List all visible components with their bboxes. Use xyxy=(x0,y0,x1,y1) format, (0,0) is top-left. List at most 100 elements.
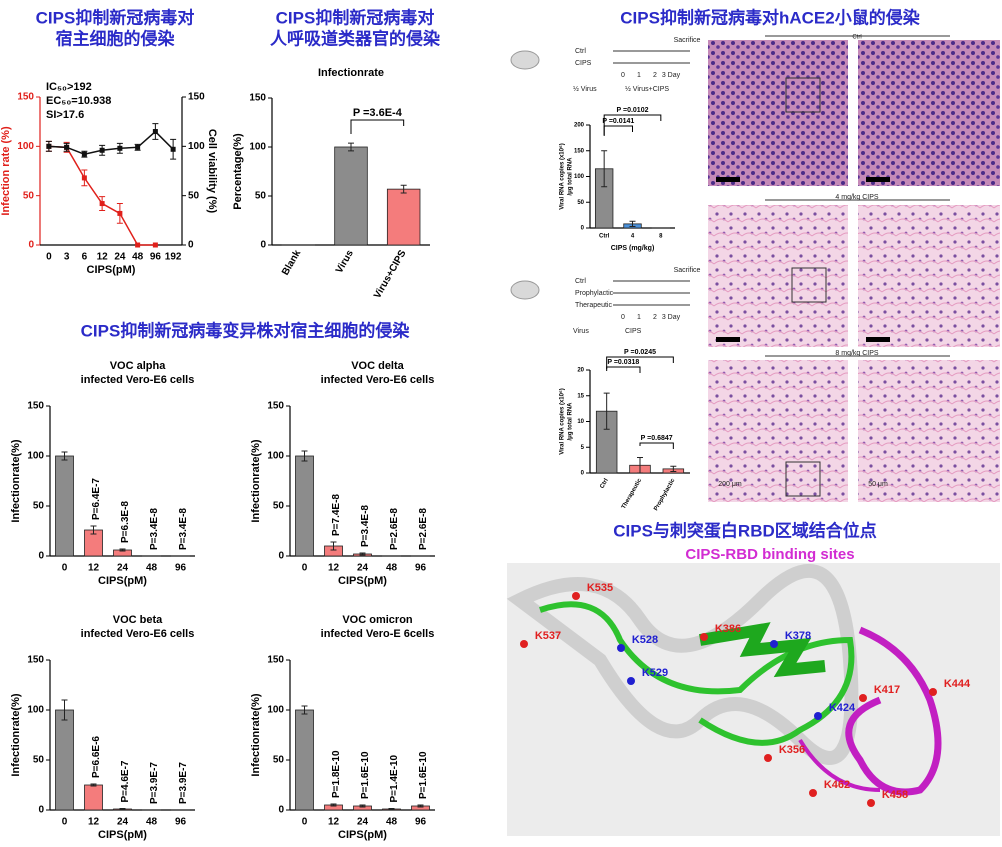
binding-site-label: K462 xyxy=(824,779,850,791)
y-tick-label: 100 xyxy=(17,141,34,152)
bracket xyxy=(603,125,633,136)
bar xyxy=(295,455,314,557)
bracket-label: P =0.0245 xyxy=(624,349,656,356)
annotation: EC₅₀=10.938 xyxy=(46,95,111,107)
binding-site xyxy=(764,754,772,762)
chart-title: Infectionrate xyxy=(318,67,384,79)
y-tick-label: 0 xyxy=(28,240,34,251)
p-value-label: P=6.3E-8 xyxy=(120,501,131,543)
marker xyxy=(152,242,158,248)
binding-site-label: K378 xyxy=(785,630,811,642)
y-axis-label: /μg total RNA xyxy=(568,157,574,196)
panel-title: 宿主细胞的侵染 xyxy=(56,28,175,48)
panel-title: CIPS与刺突蛋白RBD区域结合位点 xyxy=(613,520,877,540)
p-value-label: P=1.8E-10 xyxy=(331,750,342,798)
chart-title: infected Vero-E 6cells xyxy=(321,628,435,640)
timeline-row-label: Ctrl xyxy=(575,278,586,285)
chart-title: VOC beta xyxy=(113,614,163,626)
error-bar xyxy=(388,808,395,810)
binding-site-label: K444 xyxy=(944,678,971,690)
error-bar xyxy=(330,541,337,551)
y-axis-label: /μg total RNA xyxy=(568,402,574,441)
scale-bar-label: 200 μm xyxy=(718,481,742,488)
annotation: SI>17.6 xyxy=(46,109,84,121)
x-tick-label: Virus xyxy=(334,248,356,275)
error-bar xyxy=(637,457,643,474)
y-axis-label: Viral RNA copies (x10⁶) xyxy=(560,143,566,209)
bracket xyxy=(606,366,641,373)
x-axis-label: CIPS (mg/kg) xyxy=(611,245,655,252)
x-tick-label: 3 xyxy=(64,252,70,263)
group-label: Ctrl xyxy=(852,35,861,41)
bar xyxy=(55,455,74,557)
binding-site xyxy=(572,592,580,600)
x-tick-label: 8 xyxy=(659,234,663,240)
x-tick-label: 4 xyxy=(631,234,635,240)
chart-title: VOC alpha xyxy=(110,360,167,372)
mouse-icon xyxy=(510,280,540,300)
y-axis-label: Infectionrate(%) xyxy=(250,439,262,522)
error-bar xyxy=(629,220,636,227)
marker xyxy=(64,144,70,150)
y-tick-label: 100 xyxy=(267,705,284,716)
x-tick-label: 96 xyxy=(175,563,187,574)
y-tick-label: 150 xyxy=(249,93,266,104)
binding-site xyxy=(859,694,867,702)
x-tick-label: 24 xyxy=(117,563,129,574)
protein-structure xyxy=(506,563,1000,836)
p-value-label: P=7.4E-8 xyxy=(331,494,342,536)
p-value-label: P=3.4E-8 xyxy=(149,508,160,550)
x-tick-label: Ctrl xyxy=(599,478,610,490)
timeline-row-label: Therapeutic xyxy=(575,302,612,309)
y-tick-label: 15 xyxy=(577,393,584,399)
p-value-label: P=1.6E-10 xyxy=(360,751,371,799)
marker xyxy=(135,144,141,150)
binding-site xyxy=(929,688,937,696)
y2-axis-label: Cell viability (%) xyxy=(206,129,218,214)
error-bar xyxy=(301,705,308,715)
chart-title: VOC delta xyxy=(351,360,404,372)
marker xyxy=(135,242,141,248)
bar xyxy=(295,709,314,811)
x-tick-label: 48 xyxy=(386,563,398,574)
y-tick-label: 5 xyxy=(581,445,585,451)
annotation: IC₅₀>192 xyxy=(46,81,92,93)
p-value-label: P=1.4E-10 xyxy=(389,755,400,803)
y-tick-label: 50 xyxy=(33,501,45,512)
p-value-label: P=2.6E-8 xyxy=(389,508,400,550)
chart-title: VOC omicron xyxy=(342,614,413,626)
x-tick-label: 12 xyxy=(328,817,340,828)
bracket xyxy=(350,119,405,134)
y-axis-label: Viral RNA copies (x10⁶) xyxy=(560,388,566,454)
chart-title: infected Vero-E6 cells xyxy=(321,374,435,386)
x-tick-label: 192 xyxy=(165,252,182,263)
bracket xyxy=(639,442,674,449)
error-bar xyxy=(61,699,68,721)
y-tick-label: 100 xyxy=(249,142,266,153)
binding-site xyxy=(867,799,875,807)
group-label: 8 mg/kg CIPS xyxy=(835,350,879,357)
p-value-label: P=1.6E-10 xyxy=(418,751,429,799)
x-tick-label: 12 xyxy=(97,252,109,263)
marker xyxy=(99,201,105,207)
timeline-day: 0 xyxy=(621,314,625,321)
series-line xyxy=(48,130,174,156)
y-tick-label: 0 xyxy=(38,805,44,816)
x-tick-label: 48 xyxy=(146,563,158,574)
y-tick-label: 100 xyxy=(267,451,284,462)
p-value-label: P=3.4E-8 xyxy=(360,505,371,547)
error-bar xyxy=(670,465,677,472)
y-tick-label: 20 xyxy=(577,368,584,374)
x-axis-label: CIPS(pM) xyxy=(98,575,147,587)
y-axis-label: Infectionrate(%) xyxy=(10,439,22,522)
error-bar xyxy=(61,451,68,461)
y2-tick-label: 150 xyxy=(188,92,205,103)
binding-site-label: K417 xyxy=(874,684,900,696)
binding-site xyxy=(627,677,635,685)
binding-site-label: K424 xyxy=(829,702,856,714)
x-tick-label: 96 xyxy=(150,252,162,263)
marker xyxy=(81,175,87,181)
timeline-day: 1 xyxy=(637,314,641,321)
bar xyxy=(55,709,74,811)
